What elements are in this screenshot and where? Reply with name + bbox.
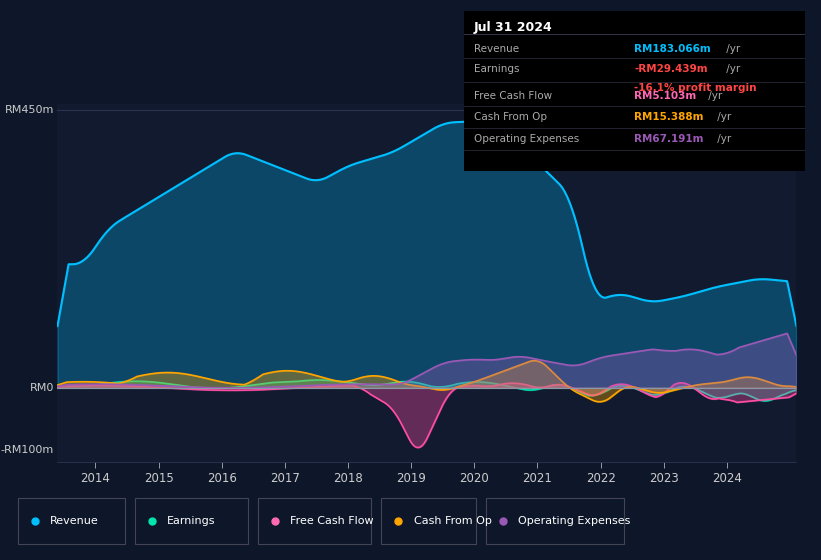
Text: -RM29.439m: -RM29.439m	[635, 64, 708, 74]
Text: /yr: /yr	[705, 91, 722, 101]
Text: RM15.388m: RM15.388m	[635, 111, 704, 122]
Text: Earnings: Earnings	[167, 516, 216, 526]
Text: RM0: RM0	[30, 383, 54, 393]
Text: RM450m: RM450m	[4, 105, 54, 115]
Text: Free Cash Flow: Free Cash Flow	[474, 91, 553, 101]
Text: -16.1% profit margin: -16.1% profit margin	[635, 83, 757, 93]
Text: /yr: /yr	[722, 44, 740, 54]
Text: Cash From Op: Cash From Op	[414, 516, 492, 526]
Text: RM5.103m: RM5.103m	[635, 91, 696, 101]
Text: /yr: /yr	[722, 64, 740, 74]
Text: -RM100m: -RM100m	[1, 445, 54, 455]
Text: /yr: /yr	[714, 111, 732, 122]
Text: RM183.066m: RM183.066m	[635, 44, 711, 54]
Text: Revenue: Revenue	[474, 44, 519, 54]
Text: /yr: /yr	[714, 134, 732, 144]
Text: Cash From Op: Cash From Op	[474, 111, 547, 122]
Text: Operating Expenses: Operating Expenses	[518, 516, 631, 526]
Text: Free Cash Flow: Free Cash Flow	[291, 516, 374, 526]
Text: RM67.191m: RM67.191m	[635, 134, 704, 144]
Text: Operating Expenses: Operating Expenses	[474, 134, 580, 144]
Text: Jul 31 2024: Jul 31 2024	[474, 21, 553, 34]
Text: Revenue: Revenue	[50, 516, 99, 526]
Text: Earnings: Earnings	[474, 64, 520, 74]
